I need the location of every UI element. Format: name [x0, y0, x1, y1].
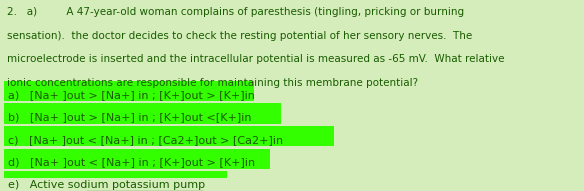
Text: 2.   a)         A 47-year-old woman complains of paresthesis (tingling, pricking: 2. a) A 47-year-old woman complains of p…: [6, 7, 464, 17]
FancyBboxPatch shape: [4, 103, 280, 124]
Text: e)   Active sodium potassium pump: e) Active sodium potassium pump: [8, 180, 205, 190]
Text: c)   [Na+ ]out < [Na+] in ; [Ca2+]out > [Ca2+]in: c) [Na+ ]out < [Na+] in ; [Ca2+]out > [C…: [8, 135, 283, 145]
Text: d)   [Na+ ]out < [Na+] in ; [K+]out > [K+]in: d) [Na+ ]out < [Na+] in ; [K+]out > [K+]…: [8, 157, 255, 167]
FancyBboxPatch shape: [4, 171, 227, 191]
FancyBboxPatch shape: [4, 81, 254, 101]
Text: a)   [Na+ ]out > [Na+] in ; [K+]out > [K+]in: a) [Na+ ]out > [Na+] in ; [K+]out > [K+]…: [8, 90, 255, 100]
FancyBboxPatch shape: [4, 126, 334, 146]
Text: b)   [Na+ ]out > [Na+] in ; [K+]out <[K+]in: b) [Na+ ]out > [Na+] in ; [K+]out <[K+]i…: [8, 112, 251, 122]
Text: microelectrode is inserted and the intracellular potential is measured as -65 mV: microelectrode is inserted and the intra…: [6, 54, 504, 64]
FancyBboxPatch shape: [4, 149, 270, 169]
Text: sensation).  the doctor decides to check the resting potential of her sensory ne: sensation). the doctor decides to check …: [6, 31, 472, 40]
Text: ionic concentrations are responsible for maintaining this membrane potential?: ionic concentrations are responsible for…: [6, 78, 418, 88]
